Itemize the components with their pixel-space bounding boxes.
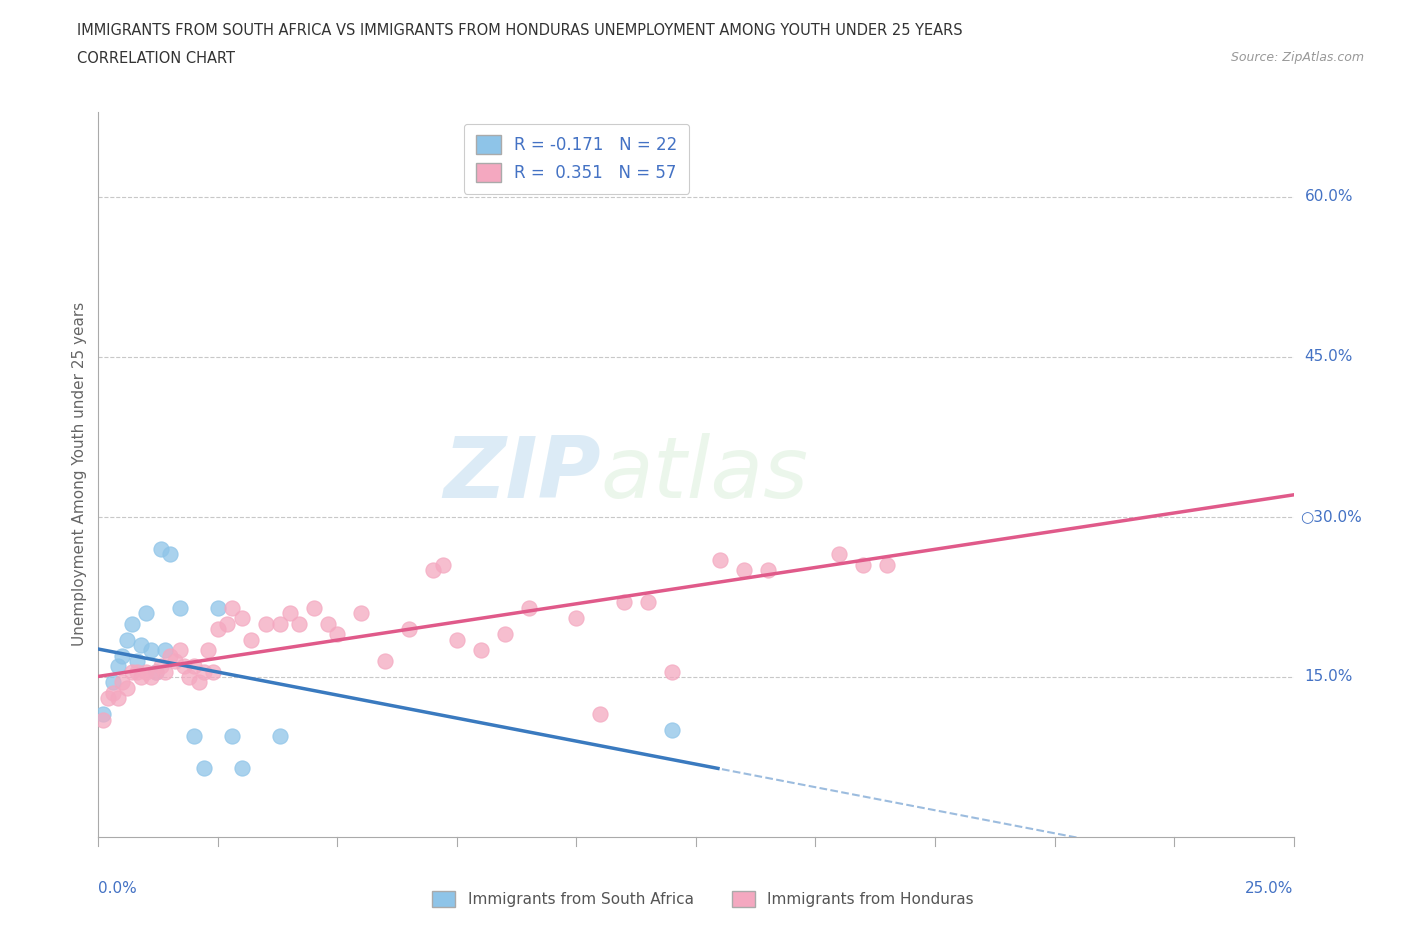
Point — [613, 595, 636, 610]
Point — [217, 617, 239, 631]
Text: ○30.0%: ○30.0% — [1301, 510, 1362, 525]
Point — [207, 621, 229, 636]
Point — [432, 558, 454, 573]
Point — [187, 675, 209, 690]
Text: 0.0%: 0.0% — [98, 881, 138, 896]
Point — [135, 664, 157, 679]
Point — [145, 664, 167, 679]
Point — [828, 547, 851, 562]
Point — [155, 643, 177, 658]
Point — [374, 654, 396, 669]
Point — [254, 617, 277, 631]
Point — [661, 723, 683, 737]
Point — [145, 664, 167, 679]
Point — [852, 558, 875, 573]
Point — [149, 541, 172, 556]
Point — [183, 728, 205, 743]
Point — [107, 691, 129, 706]
Point — [115, 632, 138, 647]
Point — [125, 654, 148, 669]
Point — [91, 712, 114, 727]
Point — [302, 600, 325, 615]
Point — [159, 648, 181, 663]
Point — [169, 643, 191, 658]
Point — [517, 600, 540, 615]
Point — [193, 664, 215, 679]
Legend: R = -0.171   N = 22, R =  0.351   N = 57: R = -0.171 N = 22, R = 0.351 N = 57 — [464, 124, 689, 193]
Point — [179, 670, 201, 684]
Point — [350, 605, 373, 620]
Point — [197, 643, 219, 658]
Text: ZIP: ZIP — [443, 432, 600, 516]
Point — [101, 675, 124, 690]
Legend: Immigrants from South Africa, Immigrants from Honduras: Immigrants from South Africa, Immigrants… — [426, 884, 980, 913]
Point — [565, 611, 588, 626]
Point — [193, 760, 215, 775]
Point — [756, 563, 779, 578]
Point — [111, 648, 134, 663]
Y-axis label: Unemployment Among Youth under 25 years: Unemployment Among Youth under 25 years — [72, 302, 87, 646]
Point — [207, 600, 229, 615]
Point — [269, 728, 291, 743]
Point — [278, 605, 301, 620]
Text: CORRELATION CHART: CORRELATION CHART — [77, 51, 235, 66]
Point — [661, 664, 683, 679]
Point — [269, 617, 291, 631]
Point — [135, 605, 157, 620]
Point — [131, 670, 153, 684]
Point — [131, 638, 153, 653]
Point — [422, 563, 444, 578]
Point — [202, 664, 225, 679]
Point — [121, 664, 143, 679]
Text: atlas: atlas — [600, 432, 808, 516]
Point — [115, 680, 138, 695]
Point — [221, 728, 243, 743]
Point — [121, 617, 143, 631]
Point — [91, 707, 114, 722]
Point — [139, 643, 162, 658]
Point — [733, 563, 755, 578]
Point — [470, 643, 492, 658]
Point — [709, 552, 731, 567]
Point — [97, 691, 120, 706]
Point — [139, 670, 162, 684]
Point — [494, 627, 516, 642]
Point — [316, 617, 339, 631]
Point — [183, 658, 205, 673]
Point — [589, 707, 612, 722]
Point — [398, 621, 420, 636]
Point — [149, 658, 172, 673]
Point — [111, 675, 134, 690]
Point — [446, 632, 468, 647]
Point — [288, 617, 311, 631]
Point — [163, 654, 186, 669]
Text: 60.0%: 60.0% — [1305, 190, 1353, 205]
Point — [155, 664, 177, 679]
Point — [231, 611, 253, 626]
Point — [159, 547, 181, 562]
Text: 15.0%: 15.0% — [1305, 670, 1353, 684]
Point — [876, 558, 898, 573]
Text: Source: ZipAtlas.com: Source: ZipAtlas.com — [1230, 51, 1364, 64]
Text: 45.0%: 45.0% — [1305, 350, 1353, 365]
Point — [221, 600, 243, 615]
Point — [173, 658, 195, 673]
Point — [231, 760, 253, 775]
Point — [107, 658, 129, 673]
Point — [637, 595, 659, 610]
Text: 25.0%: 25.0% — [1246, 881, 1294, 896]
Point — [326, 627, 349, 642]
Point — [169, 600, 191, 615]
Point — [101, 685, 124, 700]
Point — [125, 664, 148, 679]
Text: IMMIGRANTS FROM SOUTH AFRICA VS IMMIGRANTS FROM HONDURAS UNEMPLOYMENT AMONG YOUT: IMMIGRANTS FROM SOUTH AFRICA VS IMMIGRAN… — [77, 23, 963, 38]
Point — [240, 632, 263, 647]
